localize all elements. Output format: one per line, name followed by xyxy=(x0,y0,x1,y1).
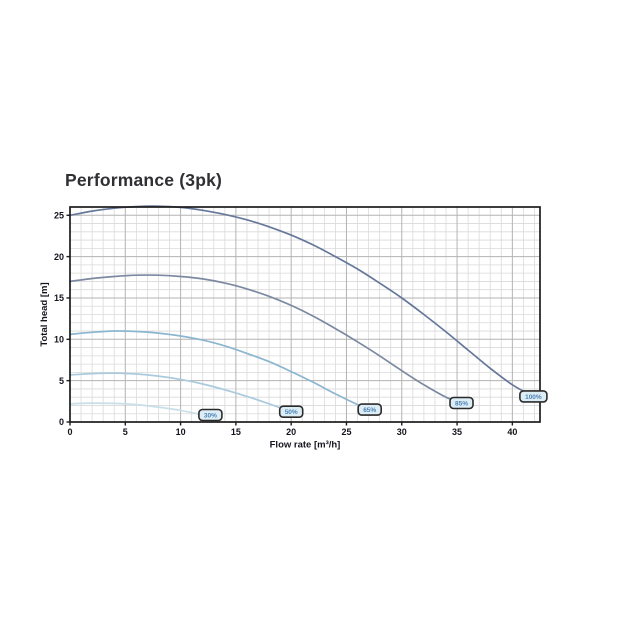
curve-label-box xyxy=(519,390,548,403)
x-tick-label: 20 xyxy=(286,427,296,437)
x-tick-label: 10 xyxy=(176,427,186,437)
x-tick-label: 0 xyxy=(67,427,72,437)
curve-label-speed-30: 30% xyxy=(198,408,223,422)
curve-speed-100 xyxy=(69,205,535,398)
x-axis-title: Flow rate [m³/h] xyxy=(270,440,341,451)
axis-ticks: 0 5 10 15 20 25 30 35 40 0 5 10 15 20 25 xyxy=(54,210,517,437)
curve-label-box xyxy=(449,396,474,410)
y-tick-label: 15 xyxy=(54,293,64,303)
plot-border xyxy=(69,206,541,423)
y-tick-label: 10 xyxy=(54,335,64,345)
y-tick-label: 25 xyxy=(54,210,64,220)
curve-label-text: 65% xyxy=(363,407,376,414)
chart-title: Performance (3pk) xyxy=(65,170,223,190)
axis-titles: Flow rate [m³/h] Total head [m] xyxy=(39,282,340,450)
curve-label-text: 30% xyxy=(204,412,217,419)
x-tick-label: 5 xyxy=(123,427,128,437)
y-tick-label: 0 xyxy=(59,417,64,427)
x-tick-label: 15 xyxy=(231,427,241,437)
grid xyxy=(70,207,540,422)
curve-label-box xyxy=(357,403,383,416)
curve-label-box xyxy=(198,408,223,422)
curve-label-text: 85% xyxy=(455,400,468,407)
curve-label-speed-85: 85% xyxy=(449,396,474,410)
curve-label-speed-50: 50% xyxy=(278,405,304,419)
x-tick-label: 25 xyxy=(341,427,351,437)
y-axis-title: Total head [m] xyxy=(39,282,50,346)
curves xyxy=(69,205,535,419)
curve-speed-65 xyxy=(69,330,371,411)
x-tick-label: 35 xyxy=(452,427,462,437)
curve-label-speed-100: 100% xyxy=(519,390,548,403)
curve-label-text: 100% xyxy=(525,394,542,401)
curve-label-speed-65: 65% xyxy=(357,403,383,416)
x-tick-label: 30 xyxy=(397,427,407,437)
y-tick-label: 20 xyxy=(54,252,64,262)
x-tick-label: 40 xyxy=(507,427,517,437)
curve-speed-85 xyxy=(69,274,463,404)
curve-label-box xyxy=(278,405,304,419)
curve-labels: 30% 50% 65% 85% 100% xyxy=(198,390,548,422)
y-tick-label: 5 xyxy=(59,376,64,386)
curve-speed-50 xyxy=(69,372,293,413)
curve-label-text: 50% xyxy=(285,409,298,416)
